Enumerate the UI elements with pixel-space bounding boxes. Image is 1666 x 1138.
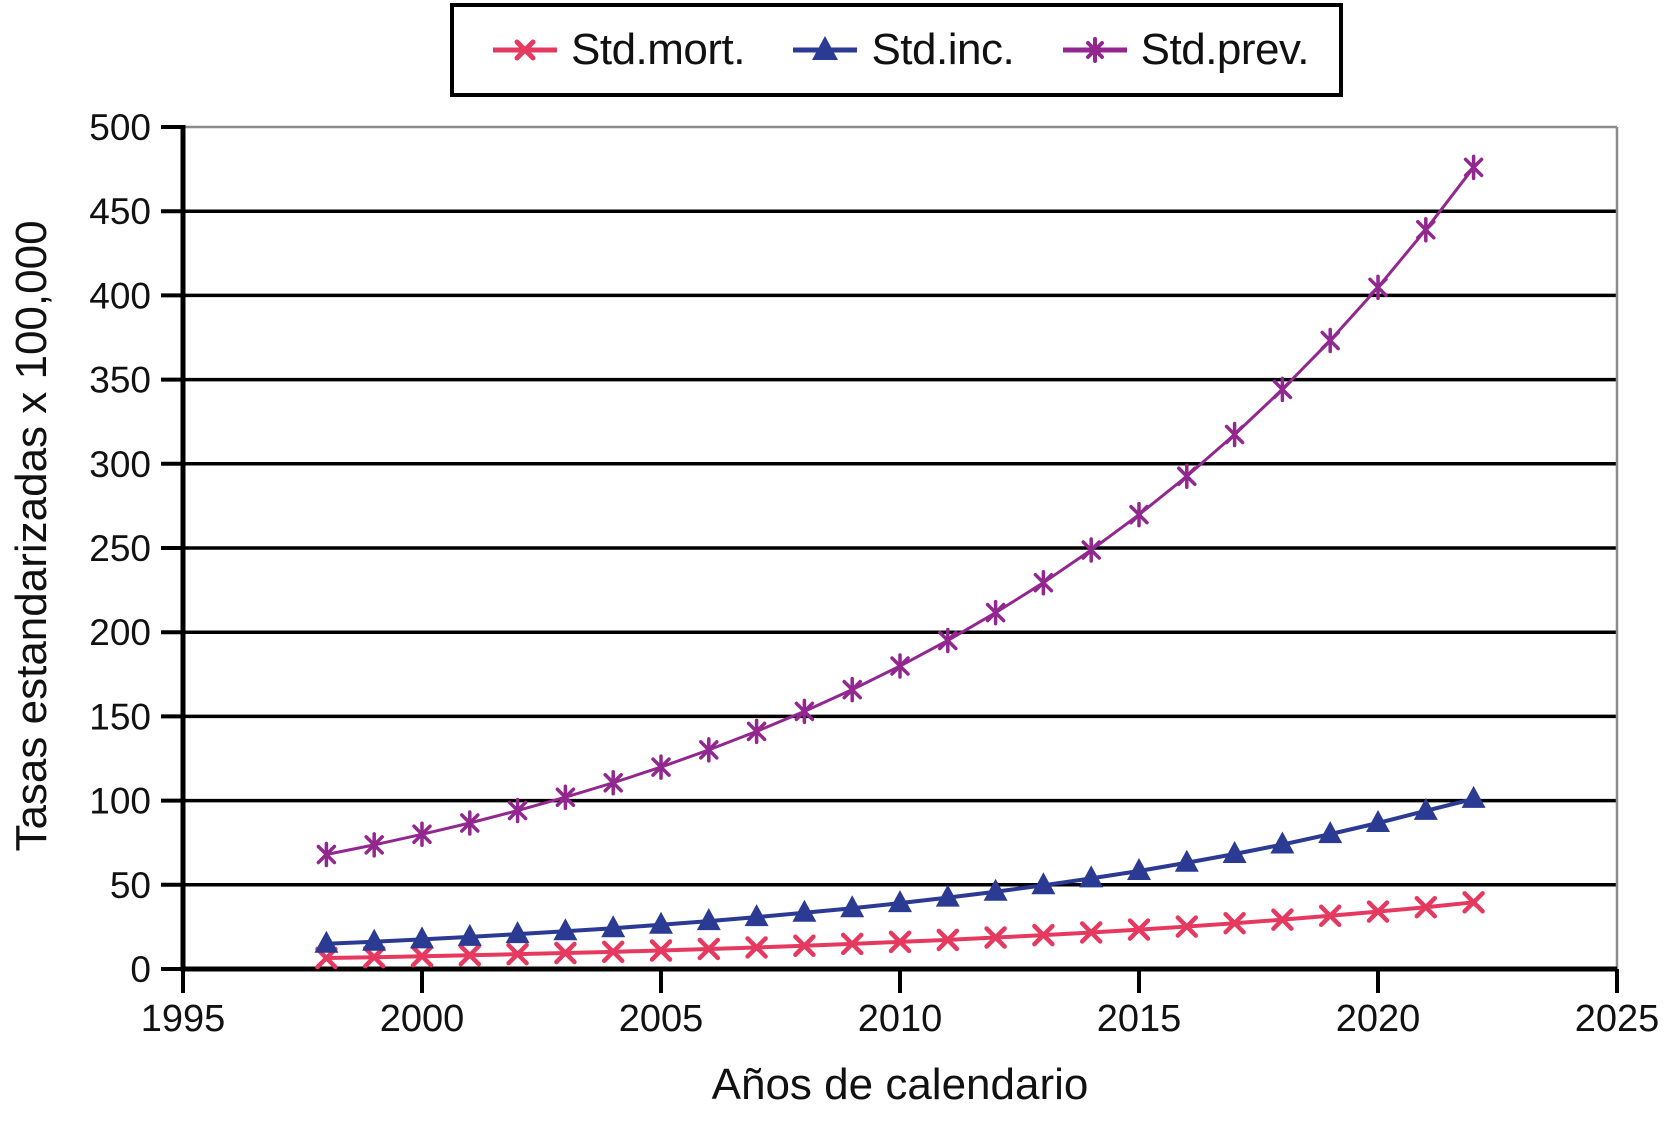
y-axis-title: Tasas estandarizadas x 100,000: [7, 220, 56, 852]
svg-text:200: 200: [89, 612, 151, 653]
svg-text:400: 400: [89, 275, 151, 316]
legend-item-std-inc: Std.inc.: [792, 25, 1015, 75]
svg-text:2010: 2010: [858, 998, 943, 1040]
svg-text:1995: 1995: [141, 998, 226, 1040]
triangle-marker-icon: [792, 32, 858, 68]
legend-label-std-prev: Std.prev.: [1140, 25, 1310, 74]
svg-text:2025: 2025: [1575, 998, 1660, 1040]
svg-text:450: 450: [89, 191, 151, 232]
legend-item-std-prev: Std.prev.: [1062, 25, 1309, 75]
legend: Std.mort. Std.inc. Std.prev.: [450, 3, 1343, 97]
svg-text:2015: 2015: [1097, 998, 1182, 1040]
svg-text:2005: 2005: [619, 998, 704, 1040]
svg-text:350: 350: [89, 360, 151, 401]
x-cross-marker-icon: [492, 32, 558, 68]
legend-label-std-mort: Std.mort.: [571, 25, 746, 74]
svg-text:250: 250: [89, 528, 151, 569]
svg-text:500: 500: [89, 107, 151, 148]
asterisk-marker-icon: [1062, 32, 1128, 68]
svg-text:2000: 2000: [380, 998, 465, 1040]
x-axis-title: Años de calendario: [711, 1060, 1089, 1109]
legend-label-std-inc: Std.inc.: [871, 25, 1015, 74]
svg-text:150: 150: [89, 696, 151, 737]
svg-text:2020: 2020: [1336, 998, 1421, 1040]
svg-text:0: 0: [130, 949, 151, 990]
svg-text:300: 300: [89, 444, 151, 485]
legend-item-std-mort: Std.mort.: [492, 25, 746, 75]
svg-text:50: 50: [110, 865, 151, 906]
svg-text:100: 100: [89, 781, 151, 822]
